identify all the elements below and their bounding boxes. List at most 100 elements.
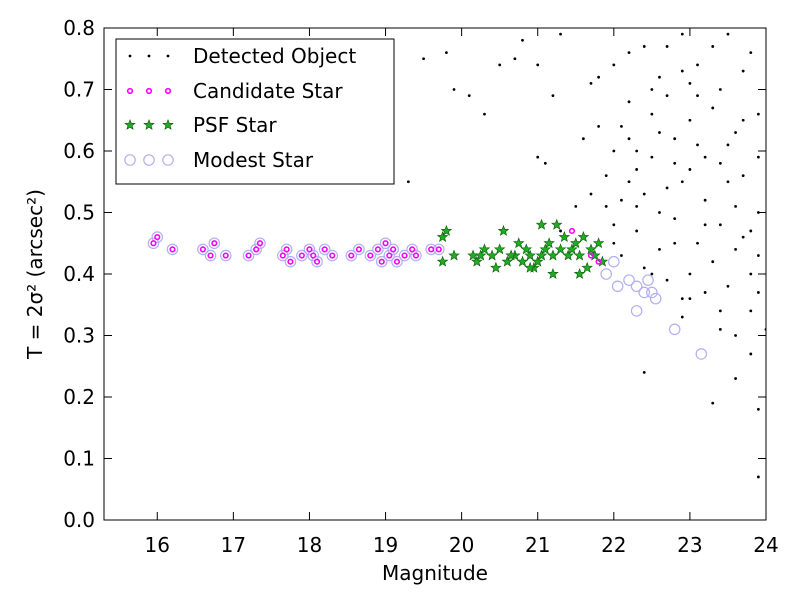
detected-object-point: [680, 297, 684, 300]
modest-star-point: [668, 323, 681, 336]
modest-star-point: [364, 249, 377, 262]
detected-object-point: [726, 284, 730, 288]
modest-star-point: [345, 249, 358, 262]
legend-marker-candidate-star: [145, 87, 153, 95]
y-axis-label: T = 2σ² (arcsec²): [23, 189, 47, 360]
series-layer: [147, 32, 766, 479]
psf-star-point: [558, 231, 571, 242]
candidate-star-point: [253, 246, 260, 253]
y-tick-label: 0.7: [63, 78, 95, 102]
modest-star-point: [307, 249, 320, 262]
x-tick-label: 18: [297, 533, 322, 557]
candidate-star-point: [568, 227, 576, 235]
legend-label-psf-star: PSF Star: [193, 113, 277, 137]
candidate-star-point: [279, 252, 286, 259]
detected-object-point: [467, 94, 471, 98]
modest-star-point: [611, 280, 624, 293]
psf-star-point: [585, 243, 597, 255]
detected-object-point: [688, 297, 692, 300]
modest-star-point: [638, 286, 651, 299]
candidate-star-point: [298, 252, 305, 259]
detected-object-point: [718, 88, 722, 91]
detected-object-point: [734, 334, 737, 337]
modest-star-point: [151, 231, 164, 243]
detected-object-point: [711, 45, 715, 48]
candidate-star-point: [401, 252, 408, 259]
detected-object-point: [559, 229, 562, 233]
modest-star-point: [600, 268, 613, 280]
legend: Detected Object Candidate Star PSF Star Mod…: [115, 38, 395, 185]
detected-object-point: [513, 57, 517, 61]
modest-star-point: [387, 243, 399, 256]
modest-star-point: [630, 280, 643, 293]
modest-star-point: [646, 286, 658, 299]
candidate-star-point: [256, 240, 264, 247]
detected-object-point: [718, 161, 722, 165]
candidate-star-point: [374, 246, 382, 253]
psf-star-point: [524, 261, 536, 273]
detected-object-point: [635, 204, 639, 208]
detected-object-point: [756, 291, 760, 294]
detected-object-point: [543, 161, 547, 165]
x-tick-labels: 16 17 18 19 20 21 22 23 24: [145, 533, 779, 557]
y-tick-label: 0.6: [63, 139, 95, 163]
detected-object-point: [635, 168, 639, 171]
x-tick-label: 17: [221, 533, 246, 557]
candidate-star-point: [321, 246, 328, 253]
detected-object-point: [650, 112, 654, 116]
psf-star-point: [566, 243, 578, 255]
detected-object-point: [688, 118, 692, 122]
psf-star-point: [436, 255, 449, 267]
detected-object-point: [642, 371, 646, 374]
detected-object-point: [749, 309, 753, 313]
x-tick-label: 19: [373, 533, 398, 557]
detected-object-point: [680, 32, 684, 36]
modest-star-point: [383, 249, 396, 262]
modest-star-point: [147, 237, 160, 250]
detected-object-point: [559, 32, 562, 36]
legend-marker-candidate-star: [164, 87, 172, 95]
y-tick-label: 0.3: [63, 324, 95, 348]
modest-star-point: [166, 243, 179, 256]
series-candidate-star: [150, 227, 602, 265]
detected-object-point: [703, 223, 707, 227]
psf-star-point: [573, 249, 586, 261]
y-tick-label: 0.4: [63, 262, 95, 286]
ticks-layer: [104, 27, 767, 521]
detected-object-point: [642, 266, 646, 270]
series-detected-object: [406, 32, 766, 479]
detected-object-point: [658, 211, 661, 214]
detected-object-point: [612, 149, 616, 153]
psf-star-point: [554, 243, 567, 255]
candidate-star-point: [310, 252, 317, 259]
detected-object-point: [711, 260, 715, 264]
detected-object-point: [726, 32, 730, 36]
legend-marker-modest-star: [124, 154, 136, 166]
psf-star-point: [535, 249, 548, 261]
legend-marker-candidate-star: [126, 87, 134, 95]
psf-star-point: [524, 249, 536, 261]
psf-star-point: [547, 249, 559, 261]
legend-marker-modest-star: [162, 154, 174, 166]
y-tick-label: 0.8: [63, 16, 95, 40]
psf-star-point: [550, 218, 563, 230]
detected-object-point: [445, 51, 448, 54]
detected-object-point: [627, 100, 631, 104]
psf-star-point: [501, 255, 514, 267]
detected-object-point: [551, 94, 555, 98]
modest-star-point: [280, 243, 293, 256]
detected-object-point: [597, 125, 600, 128]
candidate-star-point: [367, 252, 374, 259]
detected-object-point: [574, 204, 578, 208]
psf-star-point: [539, 243, 552, 255]
psf-star-point: [486, 249, 498, 261]
candidate-star-point: [207, 252, 214, 259]
detected-object-point: [650, 88, 654, 91]
psf-star-point: [562, 249, 574, 261]
psf-star-point: [543, 237, 555, 249]
psf-star-point: [490, 261, 502, 273]
x-axis-label: Magnitude: [382, 561, 488, 585]
detected-object-point: [581, 137, 585, 141]
modest-star-point: [391, 255, 403, 268]
series-modest-star: [147, 231, 708, 360]
